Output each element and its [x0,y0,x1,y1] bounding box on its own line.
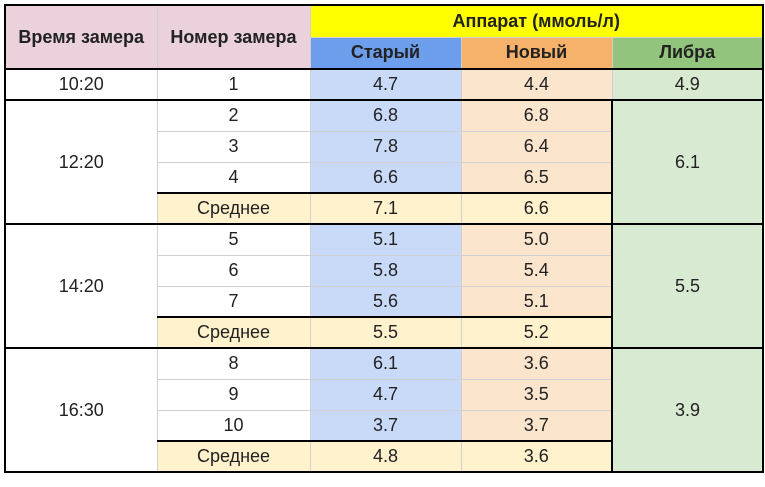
old-cell[interactable]: 6.8 [309,99,462,132]
old-cell[interactable]: 5.6 [309,285,462,318]
average-label[interactable]: Среднее [156,440,311,473]
average-row: Среднее 5.5 5.2 [5,316,763,349]
header-old[interactable]: Старый [309,36,462,70]
header-new[interactable]: Новый [460,36,613,70]
measurement-table: Время замера Номер замера Аппарат (ммоль… [4,4,765,473]
number-cell[interactable]: 10 [156,409,311,442]
new-cell[interactable]: 5.4 [460,254,613,287]
new-cell[interactable]: 3.5 [460,378,613,411]
header-libra[interactable]: Либра [611,36,765,70]
libra-cell[interactable]: 5.5 [610,223,765,349]
table-row: 16:30 8 6.1 3.6 3.9 [4,347,765,473]
table-row: 7 5.6 5.1 [5,285,763,318]
table-row: 6 5.8 5.4 [5,254,763,287]
table-row: 14:20 5 5.1 5.0 5.5 [4,223,765,349]
header-time[interactable]: Время замера [4,4,158,70]
new-cell[interactable]: 3.7 [460,409,613,442]
new-cell[interactable]: 5.1 [460,285,613,318]
new-average-cell[interactable]: 6.6 [460,192,613,225]
number-cell[interactable]: 8 [156,347,311,380]
old-cell[interactable]: 6.1 [309,347,462,380]
old-cell[interactable]: 6.6 [309,161,462,194]
old-cell[interactable]: 5.1 [309,223,462,256]
old-cell[interactable]: 5.8 [309,254,462,287]
old-cell[interactable]: 7.8 [309,130,462,163]
header-number[interactable]: Номер замера [156,4,311,70]
old-cell[interactable]: 4.7 [309,68,462,101]
table-row: 10:20 1 4.7 4.4 4.9 [4,68,765,101]
average-row: Среднее 4.8 3.6 [5,440,763,473]
header-device-group[interactable]: Аппарат (ммоль/л) [309,4,765,38]
number-cell[interactable]: 6 [156,254,311,287]
table-row: 4 6.6 6.5 [5,161,763,194]
old-cell[interactable]: 3.7 [309,409,462,442]
average-label[interactable]: Среднее [156,316,311,349]
old-average-cell[interactable]: 7.1 [309,192,462,225]
new-average-cell[interactable]: 5.2 [460,316,613,349]
number-cell[interactable]: 3 [156,130,311,163]
number-cell[interactable]: 4 [156,161,311,194]
average-row: Среднее 7.1 6.6 [5,192,763,225]
time-cell[interactable]: 14:20 [4,223,158,349]
new-cell[interactable]: 6.4 [460,130,613,163]
table-row: 10 3.7 3.7 [5,409,763,442]
libra-cell[interactable]: 6.1 [610,99,765,225]
number-cell[interactable]: 9 [156,378,311,411]
time-cell[interactable]: 10:20 [4,68,158,101]
old-cell[interactable]: 4.7 [309,378,462,411]
new-cell[interactable]: 6.8 [460,99,613,132]
new-average-cell[interactable]: 3.6 [460,440,613,473]
average-label[interactable]: Среднее [156,192,311,225]
table-row: 12:20 2 6.8 6.8 6.1 [4,99,765,225]
new-cell[interactable]: 6.5 [460,161,613,194]
libra-cell[interactable]: 4.9 [611,68,765,101]
libra-cell[interactable]: 3.9 [610,347,765,473]
new-cell[interactable]: 4.4 [460,68,613,101]
new-cell[interactable]: 3.6 [460,347,613,380]
table-row: 9 4.7 3.5 [5,378,763,411]
number-cell[interactable]: 5 [156,223,311,256]
old-average-cell[interactable]: 5.5 [309,316,462,349]
table-row: 3 7.8 6.4 [5,130,763,163]
number-cell[interactable]: 7 [156,285,311,318]
number-cell[interactable]: 1 [156,68,311,101]
time-cell[interactable]: 16:30 [4,347,158,473]
old-average-cell[interactable]: 4.8 [309,440,462,473]
time-cell[interactable]: 12:20 [4,99,158,225]
new-cell[interactable]: 5.0 [460,223,613,256]
number-cell[interactable]: 2 [156,99,311,132]
